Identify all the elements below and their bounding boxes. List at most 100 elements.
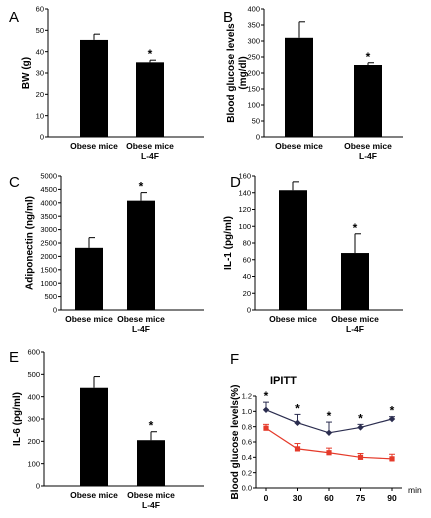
category-label: Obese mice	[70, 141, 118, 151]
bar	[354, 65, 382, 137]
y-tick-label: 100	[27, 459, 40, 468]
category-label: Obese mice	[275, 141, 323, 151]
panel-letter: F	[230, 351, 239, 368]
panel-letter: A	[9, 9, 19, 26]
y-axis-label: IL-1 (pg/ml)	[223, 216, 234, 270]
significance-star: *	[295, 401, 300, 415]
bar	[137, 440, 165, 486]
category-label: L-4F	[359, 151, 377, 161]
category-label: L-4F	[132, 324, 150, 334]
data-point	[294, 446, 301, 452]
significance-star: *	[353, 221, 358, 235]
chart-title: IPITT	[270, 375, 297, 387]
y-tick-label: 3000	[40, 225, 57, 234]
panel-letter: C	[9, 174, 20, 191]
significance-star: *	[358, 411, 363, 425]
y-tick-label: 500	[44, 292, 57, 301]
bar	[80, 387, 108, 486]
y-tick-label: 200	[247, 69, 260, 78]
x-tick-label: 90	[387, 493, 397, 503]
x-unit-label: min	[408, 485, 422, 495]
category-label: L-4F	[141, 151, 159, 161]
significance-star: *	[390, 404, 395, 418]
y-tick-label: 350	[247, 21, 260, 30]
y-tick-label: 400	[247, 5, 260, 14]
significance-star: *	[139, 180, 144, 194]
bar	[341, 253, 369, 310]
panel-c: C 0 500 1000 1500 2000 2500 3000 3500 4000 4500 500…	[9, 172, 204, 334]
y-tick-label: 120	[238, 205, 251, 214]
significance-star: *	[366, 50, 371, 64]
y-tick-label: 600	[27, 348, 40, 357]
y-tick-label: 20	[243, 289, 251, 298]
data-point	[326, 450, 332, 456]
x-tick-label: 30	[293, 493, 303, 503]
category-label: Obese mice	[344, 141, 392, 151]
y-tick-label: 3500	[40, 212, 57, 221]
y-tick-label: 300	[27, 415, 40, 424]
y-tick-label: 2000	[40, 252, 57, 261]
data-point	[262, 406, 270, 413]
y-tick-label: 500	[27, 370, 40, 379]
y-tick-label: 400	[27, 392, 40, 401]
panel-letter: E	[9, 349, 19, 366]
y-tick-label: 0	[40, 133, 44, 142]
significance-star: *	[264, 389, 269, 403]
y-tick-label: 200	[27, 437, 40, 446]
y-axis-label: Adiponectin (ng/ml)	[25, 196, 36, 290]
y-tick-label: 0	[256, 133, 260, 142]
category-label: Obese mice	[331, 314, 379, 324]
y-tick-label: 30	[36, 69, 44, 78]
y-tick-label: 0	[36, 482, 40, 491]
y-tick-label: 60	[243, 255, 251, 264]
y-tick-label: 1.2	[242, 392, 252, 401]
data-point	[294, 419, 301, 427]
y-tick-label: 1000	[40, 279, 57, 288]
panel-letter: D	[230, 174, 241, 191]
y-tick-label: 50	[36, 26, 44, 35]
bar	[75, 247, 103, 310]
y-tick-label: 10	[36, 111, 44, 120]
y-tick-label: 0.2	[242, 468, 252, 477]
category-label: Obese mice	[65, 314, 113, 324]
y-tick-label: 20	[36, 90, 44, 99]
x-tick-label: 75	[356, 493, 366, 503]
x-tick-label: 0	[264, 493, 269, 503]
category-label: L-4F	[142, 500, 160, 510]
y-tick-label: 80	[243, 239, 251, 248]
category-label: Obese mice	[269, 314, 317, 324]
y-tick-label: 2500	[40, 239, 57, 248]
y-tick-label: 150	[247, 85, 260, 94]
bar	[285, 37, 313, 137]
y-tick-label: 1500	[40, 265, 57, 274]
y-tick-label: 100	[247, 101, 260, 110]
data-point	[357, 424, 364, 431]
y-tick-label: 0	[53, 306, 57, 315]
y-tick-label: 0.8	[242, 422, 252, 431]
x-tick-label: 60	[324, 493, 334, 503]
significance-star: *	[149, 419, 154, 433]
category-label: Obese mice	[127, 490, 175, 500]
y-tick-label: 0.4	[242, 453, 252, 462]
category-label: Obese mice	[117, 314, 165, 324]
y-tick-label: 5000	[40, 172, 57, 181]
y-tick-label: 140	[238, 188, 251, 197]
category-label: Obese mice	[126, 141, 174, 151]
y-tick-label: 0	[247, 306, 251, 315]
y-tick-label: 160	[238, 172, 251, 181]
y-tick-label: 60	[36, 5, 44, 14]
y-tick-label: 40	[36, 47, 44, 56]
y-tick-label: 0.6	[242, 438, 252, 447]
significance-star: *	[327, 409, 332, 423]
data-point	[389, 456, 395, 462]
y-axis-label: Blood glucose levels(mg/dl)	[226, 23, 249, 123]
data-point	[388, 415, 396, 423]
y-tick-label: 250	[247, 53, 260, 62]
bar	[127, 200, 155, 310]
y-axis-label: Blood glucose levels(%)	[230, 384, 241, 499]
y-tick-label: 40	[243, 272, 251, 281]
panel-e: E 0 100 200 300 400 500 600 IL-6 (pg/ml) Obese mi…	[9, 348, 204, 510]
category-label: L-4F	[346, 324, 364, 334]
panel-letter: B	[223, 9, 233, 26]
